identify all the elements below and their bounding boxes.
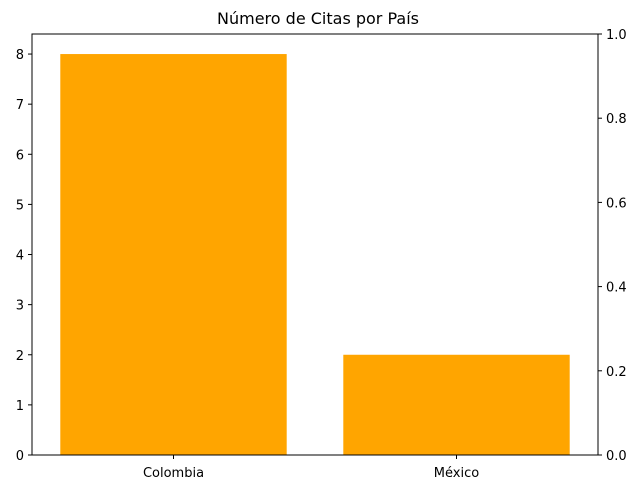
axes-frame [31,33,599,456]
y-tick-label: 5 [16,198,24,213]
y2-tick-label: 0.0 [606,449,627,464]
y-tick-label: 4 [16,249,24,264]
bar-méxico [343,354,570,455]
y-tick-label: 0 [16,449,24,464]
y2-tick-label: 1.0 [606,28,627,43]
x-tick-label: Colombia [143,466,204,481]
bar-colombia [60,54,287,456]
y-tick-label: 6 [16,148,24,163]
y2-tick-label: 0.6 [606,196,627,211]
y-tick-label: 1 [16,399,24,414]
y2-tick-label: 0.4 [606,281,627,296]
y-tick-label: 3 [16,299,24,314]
y-tick-label: 7 [16,98,24,113]
y2-tick-label: 0.8 [606,112,627,127]
y2-tick-label: 0.2 [606,365,627,380]
y-tick-label: 2 [16,349,24,364]
plot-area: Colombia México 0 1 2 3 4 5 6 7 8 0.0 0.2 0.4 0.6 0.8 1.… [16,28,627,481]
chart-title: Número de Citas por País [217,9,419,28]
x-tick-label: México [434,466,479,481]
y-tick-label: 8 [16,48,24,63]
